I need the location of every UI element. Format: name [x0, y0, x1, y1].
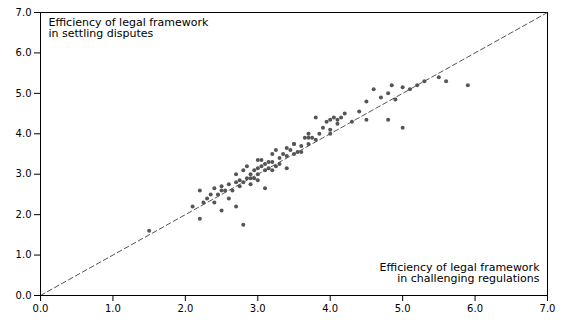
svg-text:1.0: 1.0 [105, 303, 121, 314]
svg-text:Efficiency of legal frameworki: Efficiency of legal frameworkin challeng… [380, 261, 541, 285]
svg-text:5.0: 5.0 [395, 303, 411, 314]
svg-text:3.0: 3.0 [16, 168, 32, 179]
svg-text:2.0: 2.0 [16, 209, 32, 220]
svg-text:6.0: 6.0 [16, 47, 32, 58]
svg-text:3.0: 3.0 [250, 303, 266, 314]
svg-text:4.0: 4.0 [16, 128, 32, 139]
svg-text:0.0: 0.0 [16, 290, 32, 301]
svg-text:2.0: 2.0 [177, 303, 193, 314]
svg-text:5.0: 5.0 [16, 88, 32, 99]
svg-text:0.0: 0.0 [33, 303, 49, 314]
svg-text:4.0: 4.0 [322, 303, 338, 314]
svg-text:6.0: 6.0 [467, 303, 483, 314]
svg-text:7.0: 7.0 [16, 7, 32, 18]
svg-text:Efficiency of legal frameworki: Efficiency of legal frameworkin settling… [49, 16, 210, 40]
svg-text:7.0: 7.0 [540, 303, 556, 314]
svg-text:1.0: 1.0 [16, 249, 32, 260]
